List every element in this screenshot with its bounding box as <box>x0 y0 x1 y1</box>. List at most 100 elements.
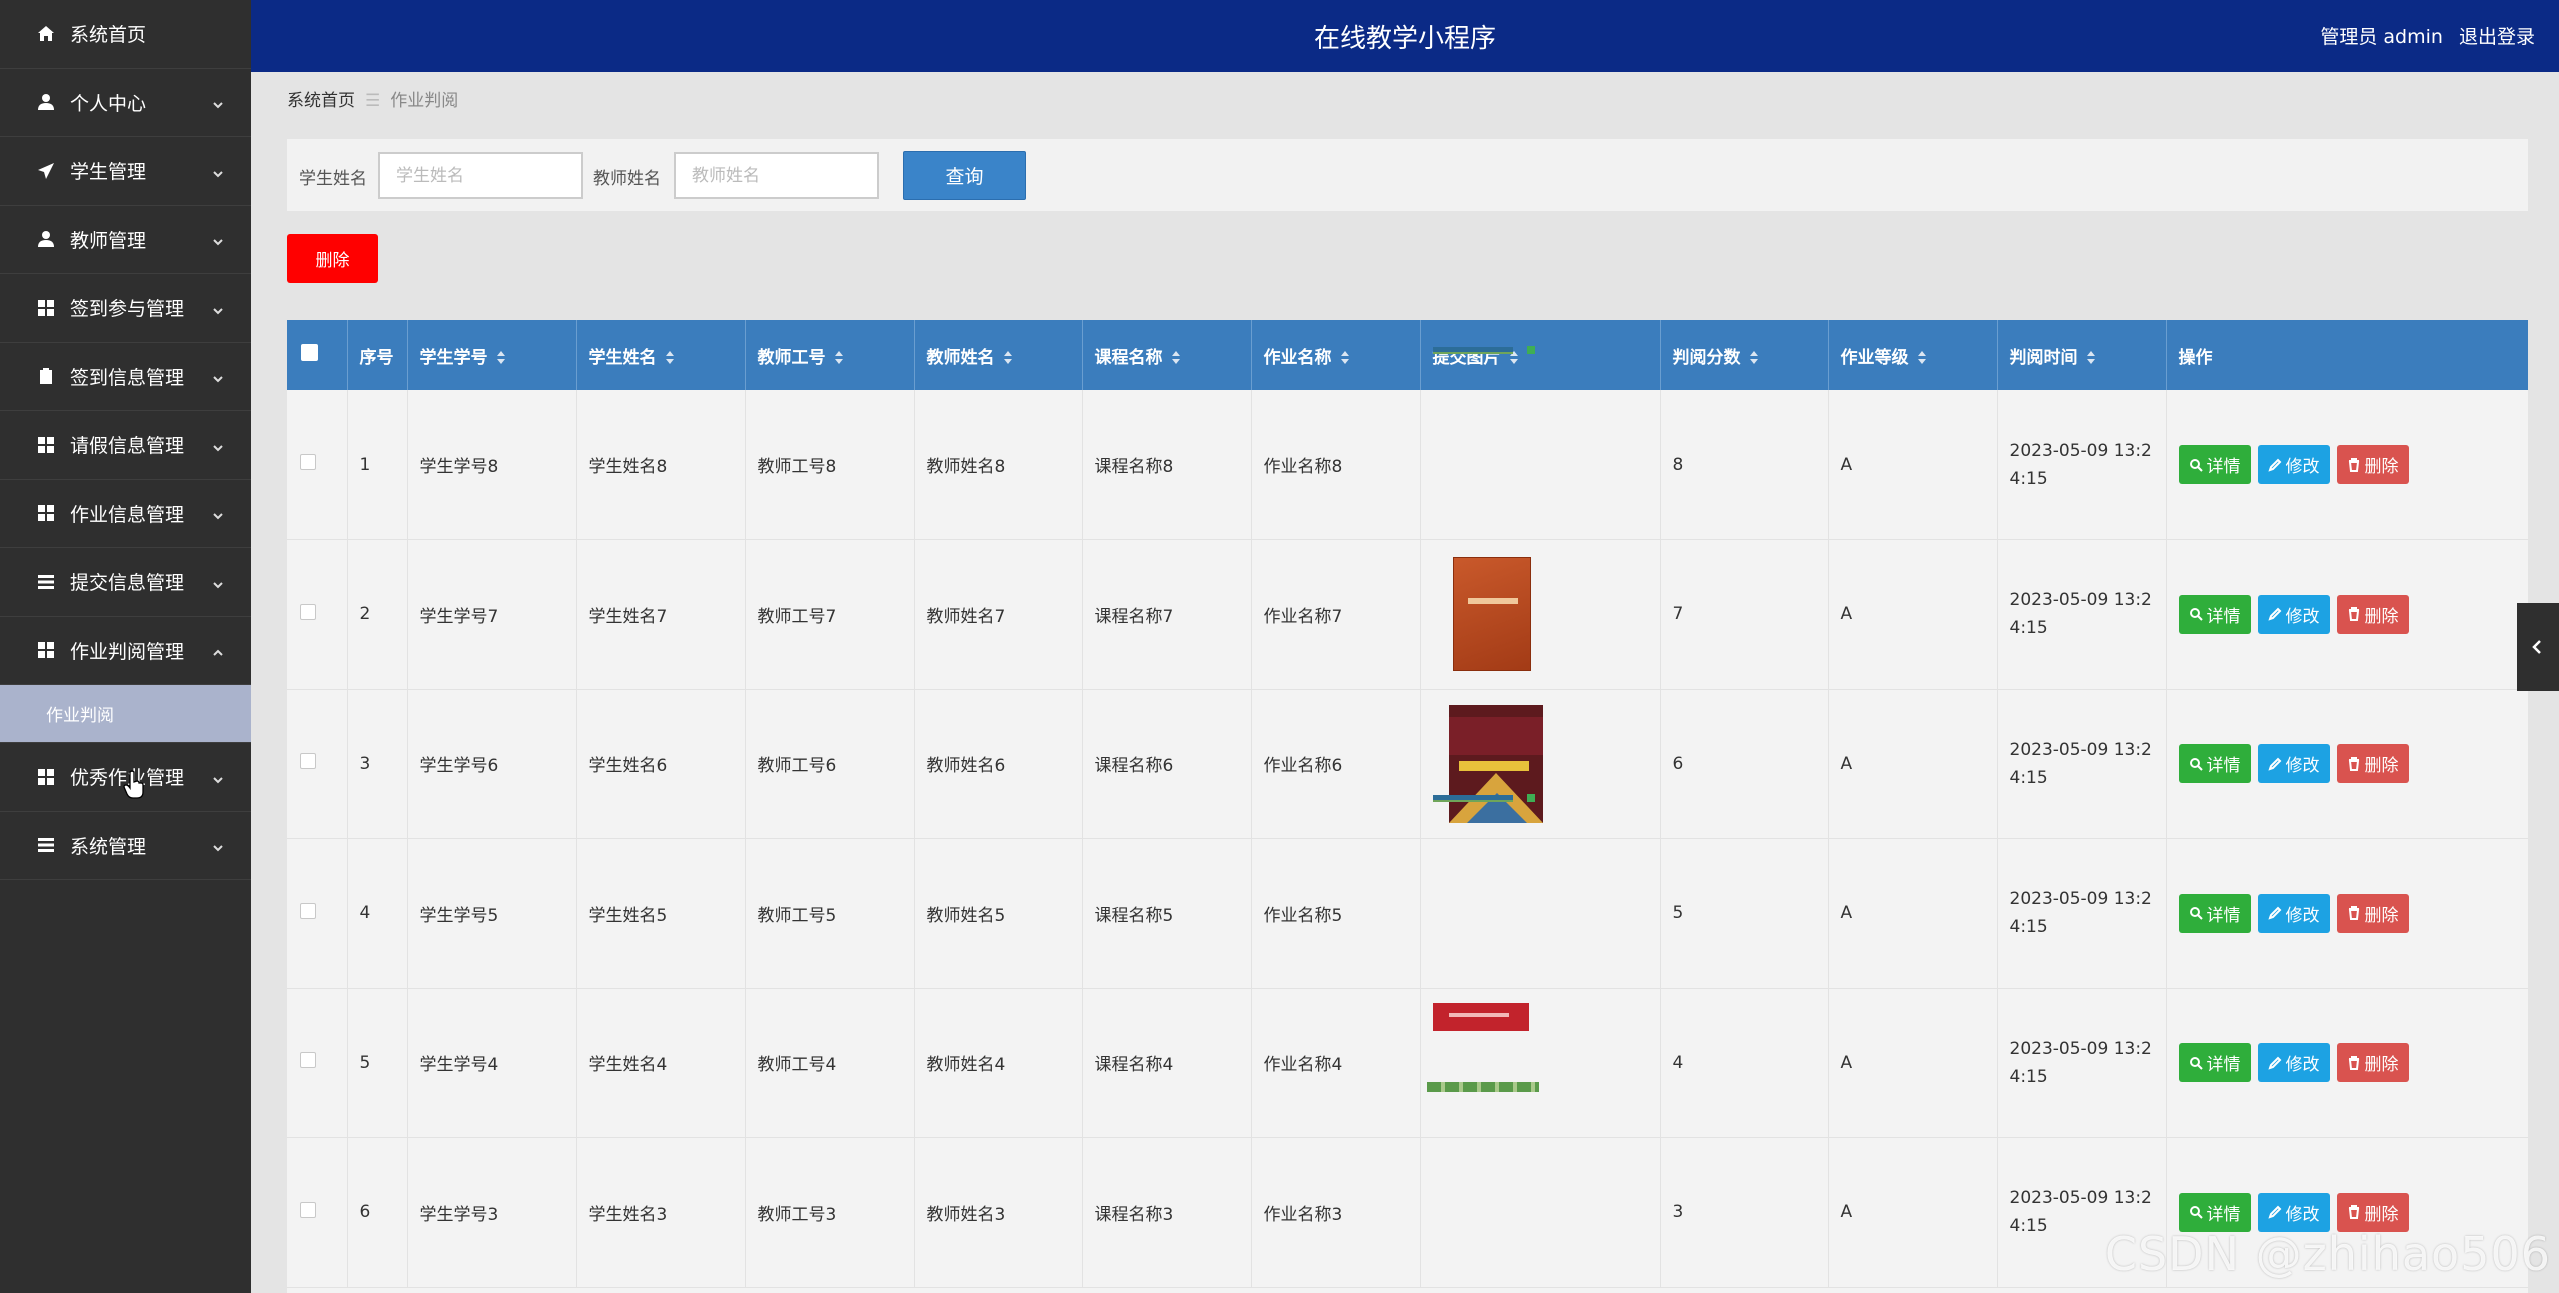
detail-button[interactable]: 详情 <box>2178 445 2251 484</box>
sidebar-item-3[interactable]: 教师管理 <box>0 206 251 274</box>
edit-button[interactable]: 修改 <box>2257 594 2330 634</box>
sidebar-subitem-grading[interactable]: 作业判阅 <box>0 685 251 743</box>
column-header-3[interactable]: 教师工号 <box>745 320 915 390</box>
sidebar-item-11[interactable]: 系统管理 <box>0 812 251 880</box>
top-header: 在线教学小程序 管理员 admin 退出登录 <box>251 0 2559 72</box>
list-icon <box>36 835 56 855</box>
cell-homework: 作业名称6 <box>1251 689 1421 839</box>
sidebar-item-9[interactable]: 作业判阅管理 <box>0 617 251 685</box>
table-row: 2 学生学号7 学生姓名7 教师工号7 教师姓名7 课程名称7 作业名称7 7 A 2023-05… <box>287 539 2528 690</box>
sort-icon[interactable] <box>1003 350 1013 366</box>
sort-icon[interactable] <box>496 350 506 366</box>
sidebar-item-label: 系统首页 <box>70 24 147 47</box>
row-checkbox[interactable] <box>300 753 316 770</box>
column-header-8[interactable]: 判阅分数 <box>1660 320 1829 390</box>
cell-teacher-name: 教师姓名4 <box>914 988 1083 1138</box>
sort-icon[interactable] <box>1509 350 1519 366</box>
column-header-10[interactable]: 判阅时间 <box>1997 320 2167 390</box>
column-header-2[interactable]: 学生姓名 <box>576 320 746 390</box>
delete-button[interactable]: 删除 <box>2336 1192 2409 1232</box>
edit-button[interactable]: 修改 <box>2257 1043 2330 1083</box>
column-header-5[interactable]: 课程名称 <box>1082 320 1252 390</box>
submission-image[interactable] <box>1432 1002 1529 1031</box>
column-header-0: 序号 <box>347 320 408 390</box>
cell-image <box>1420 539 1661 690</box>
sidebar-item-2[interactable]: 学生管理 <box>0 137 251 206</box>
query-button[interactable]: 查询 <box>903 151 1026 200</box>
detail-button[interactable]: 详情 <box>2178 1192 2251 1232</box>
student-name-label: 学生姓名 <box>299 169 367 189</box>
row-checkbox[interactable] <box>300 1201 316 1218</box>
row-checkbox[interactable] <box>300 603 316 620</box>
student-name-input[interactable] <box>378 152 583 199</box>
grid-icon <box>36 640 56 660</box>
sidebar-item-label: 个人中心 <box>70 92 147 115</box>
cell-student-no: 学生学号7 <box>407 539 577 690</box>
submission-image[interactable] <box>1426 1082 1539 1093</box>
detail-button[interactable]: 详情 <box>2178 893 2251 933</box>
column-header-label: 课程名称 <box>1094 347 1163 368</box>
detail-label: 详情 <box>2206 756 2241 777</box>
column-header-11: 操作 <box>2166 320 2528 390</box>
sidebar-item-4[interactable]: 签到参与管理 <box>0 274 251 343</box>
sort-icon[interactable] <box>834 350 844 366</box>
teacher-name-label: 教师姓名 <box>593 169 661 189</box>
column-header-4[interactable]: 教师姓名 <box>914 320 1083 390</box>
detail-button[interactable]: 详情 <box>2178 744 2251 784</box>
delete-button[interactable]: 删除 <box>2336 893 2409 933</box>
cell-homework: 作业名称7 <box>1251 539 1421 690</box>
sort-icon[interactable] <box>1917 350 1927 366</box>
cell-student-name: 学生姓名7 <box>576 539 746 690</box>
sidebar-item-5[interactable]: 签到信息管理 <box>0 343 251 411</box>
cell-score: 4 <box>1660 988 1829 1138</box>
edit-button[interactable]: 修改 <box>2257 744 2330 784</box>
row-checkbox[interactable] <box>300 1052 316 1069</box>
column-header-9[interactable]: 作业等级 <box>1828 320 1998 390</box>
delete-button[interactable]: 删除 <box>2336 744 2409 784</box>
trash-icon <box>2348 1205 2359 1220</box>
panel-toggle-button[interactable] <box>2517 603 2559 691</box>
submission-image[interactable] <box>1432 793 1535 805</box>
row-checkbox[interactable] <box>300 454 316 470</box>
sidebar-item-7[interactable]: 作业信息管理 <box>0 480 251 548</box>
list-icon <box>36 572 56 592</box>
select-all-checkbox[interactable] <box>301 344 318 361</box>
edit-button[interactable]: 修改 <box>2257 445 2330 484</box>
select-all-header <box>287 320 348 390</box>
sidebar-item-8[interactable]: 提交信息管理 <box>0 548 251 617</box>
detail-button[interactable]: 详情 <box>2178 594 2251 634</box>
sidebar-item-10[interactable]: 优秀作业管理 <box>0 743 251 812</box>
column-header-label: 序号 <box>359 347 394 368</box>
sidebar-item-label: 作业判阅管理 <box>70 640 185 663</box>
sort-icon[interactable] <box>2086 350 2096 366</box>
sort-icon[interactable] <box>1749 350 1759 366</box>
chevron-down-icon <box>211 301 225 315</box>
sort-icon[interactable] <box>1171 350 1181 366</box>
delete-button[interactable]: 删除 <box>2336 445 2409 484</box>
edit-button[interactable]: 修改 <box>2257 1192 2330 1232</box>
edit-label: 修改 <box>2285 756 2320 777</box>
column-header-6[interactable]: 作业名称 <box>1251 320 1421 390</box>
edit-button[interactable]: 修改 <box>2257 893 2330 933</box>
column-header-1[interactable]: 学生学号 <box>407 320 577 390</box>
bulk-delete-button[interactable]: 删除 <box>287 234 378 283</box>
logout-link[interactable]: 退出登录 <box>2458 26 2535 48</box>
sidebar-item-1[interactable]: 个人中心 <box>0 69 251 137</box>
sidebar-item-6[interactable]: 请假信息管理 <box>0 411 251 480</box>
sort-icon[interactable] <box>1340 350 1350 366</box>
row-checkbox[interactable] <box>300 902 316 919</box>
delete-button[interactable]: 删除 <box>2336 594 2409 634</box>
cell-actions: 详情 修改 删除 <box>2166 539 2528 690</box>
detail-button[interactable]: 详情 <box>2178 1043 2251 1083</box>
teacher-name-input[interactable] <box>674 152 879 199</box>
sort-icon[interactable] <box>665 350 675 366</box>
cell-grade: A <box>1828 689 1998 839</box>
submission-image[interactable] <box>1432 345 1535 357</box>
sidebar-item-0[interactable]: 系统首页 <box>0 0 251 69</box>
cell-image <box>1420 988 1661 1138</box>
breadcrumb-home[interactable]: 系统首页 <box>287 91 355 111</box>
submission-image[interactable] <box>1452 557 1531 672</box>
delete-button[interactable]: 删除 <box>2336 1043 2409 1083</box>
cell-teacher-no: 教师工号5 <box>745 838 915 989</box>
cell-homework: 作业名称8 <box>1251 390 1421 540</box>
